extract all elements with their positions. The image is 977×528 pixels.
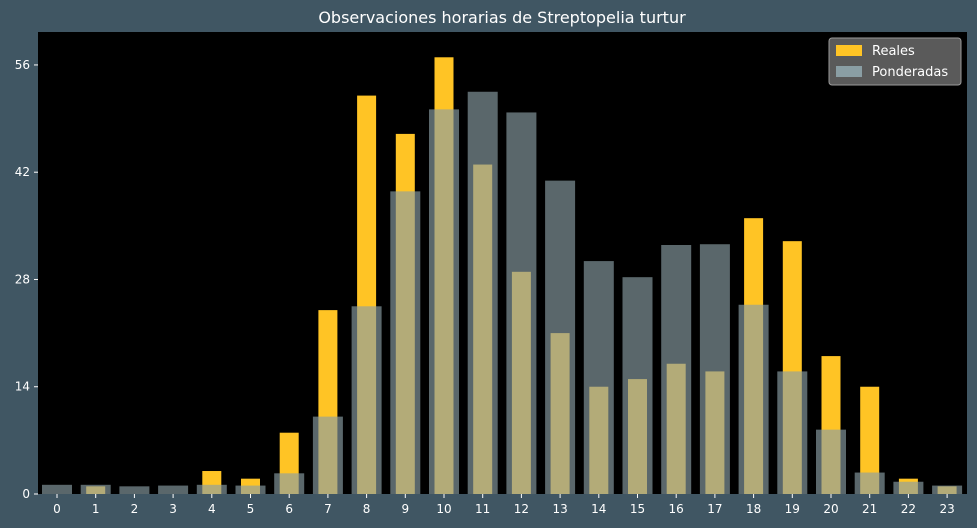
y-tick-label-0: 0 <box>22 487 30 501</box>
y-axis: 0 14 28 42 56 <box>15 58 38 501</box>
bar-ponderadas-9 <box>390 191 421 494</box>
x-tick-label-6: 6 <box>285 502 293 516</box>
plot-area <box>38 32 967 494</box>
bar-ponderadas-8 <box>351 306 382 494</box>
x-tick-label-17: 17 <box>707 502 722 516</box>
bar-ponderadas-16 <box>661 244 692 494</box>
bar-ponderadas-17 <box>699 244 730 494</box>
bar-ponderadas-5 <box>235 485 266 494</box>
legend-label-reales: Reales <box>872 44 915 59</box>
bar-ponderadas-19 <box>777 371 808 494</box>
y-tick-label-14: 14 <box>15 380 30 394</box>
bar-ponderadas-21 <box>854 472 885 494</box>
series-ponderadas <box>42 91 963 495</box>
x-tick-label-14: 14 <box>591 502 606 516</box>
x-tick-label-2: 2 <box>131 502 139 516</box>
bar-ponderadas-3 <box>158 485 189 494</box>
x-axis: 0 1 2 3 4 5 6 7 8 9 10 11 12 13 14 15 16 17 18 19 20 21 22 23 <box>53 494 955 516</box>
bar-ponderadas-0 <box>42 484 72 494</box>
x-tick-label-20: 20 <box>823 502 838 516</box>
bar-ponderadas-11 <box>467 91 498 494</box>
x-tick-label-0: 0 <box>53 502 61 516</box>
bar-ponderadas-23 <box>932 485 963 494</box>
legend-swatch-ponderadas <box>836 66 862 77</box>
bar-ponderadas-20 <box>816 429 846 494</box>
x-tick-label-4: 4 <box>208 502 216 516</box>
x-tick-label-18: 18 <box>746 502 761 516</box>
y-tick-label-28: 28 <box>15 272 30 286</box>
x-tick-label-7: 7 <box>324 502 332 516</box>
bar-ponderadas-10 <box>429 109 459 494</box>
x-tick-label-15: 15 <box>630 502 645 516</box>
chart-title: Observaciones horarias de Streptopelia t… <box>318 8 686 27</box>
bar-ponderadas-15 <box>622 277 653 494</box>
x-tick-label-10: 10 <box>436 502 451 516</box>
bar-ponderadas-7 <box>312 416 343 494</box>
x-tick-label-13: 13 <box>552 502 567 516</box>
x-tick-label-12: 12 <box>514 502 529 516</box>
x-tick-label-8: 8 <box>363 502 371 516</box>
y-tick-label-42: 42 <box>15 165 30 179</box>
x-tick-label-21: 21 <box>862 502 877 516</box>
legend-label-ponderadas: Ponderadas <box>872 65 948 80</box>
x-tick-label-3: 3 <box>169 502 177 516</box>
bar-ponderadas-2 <box>119 486 150 494</box>
bar-ponderadas-6 <box>274 473 305 494</box>
bar-ponderadas-22 <box>893 481 924 494</box>
bar-ponderadas-14 <box>583 261 614 494</box>
bar-ponderadas-12 <box>506 112 537 495</box>
x-tick-label-11: 11 <box>475 502 490 516</box>
x-tick-label-16: 16 <box>669 502 684 516</box>
bar-ponderadas-1 <box>80 484 111 494</box>
x-tick-label-5: 5 <box>247 502 255 516</box>
legend: Reales Ponderadas <box>828 37 962 86</box>
x-tick-label-23: 23 <box>939 502 954 516</box>
x-tick-label-22: 22 <box>901 502 916 516</box>
legend-swatch-reales <box>836 45 862 56</box>
y-tick-label-56: 56 <box>15 58 30 72</box>
x-tick-label-9: 9 <box>401 502 409 516</box>
x-tick-label-19: 19 <box>785 502 800 516</box>
bar-ponderadas-18 <box>738 304 769 494</box>
bar-ponderadas-4 <box>196 484 227 494</box>
bar-reales-21 <box>860 386 880 494</box>
bar-ponderadas-13 <box>545 180 576 494</box>
x-tick-label-1: 1 <box>92 502 100 516</box>
